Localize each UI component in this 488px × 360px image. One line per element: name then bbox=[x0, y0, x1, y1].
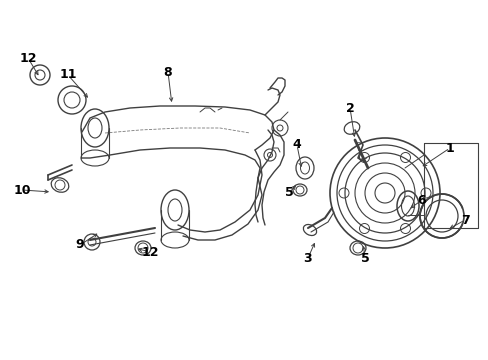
Text: 4: 4 bbox=[292, 139, 301, 152]
Text: 8: 8 bbox=[163, 66, 172, 78]
Text: 9: 9 bbox=[76, 238, 84, 252]
Text: 11: 11 bbox=[59, 68, 77, 81]
Text: 12: 12 bbox=[19, 51, 37, 64]
Text: 7: 7 bbox=[460, 213, 468, 226]
Text: 6: 6 bbox=[417, 194, 426, 207]
Text: 1: 1 bbox=[445, 141, 453, 154]
Text: 2: 2 bbox=[345, 102, 354, 114]
Text: 5: 5 bbox=[360, 252, 368, 265]
Text: 5: 5 bbox=[284, 186, 293, 199]
Text: 10: 10 bbox=[13, 184, 31, 197]
Text: 12: 12 bbox=[141, 246, 159, 258]
Text: 3: 3 bbox=[303, 252, 312, 265]
